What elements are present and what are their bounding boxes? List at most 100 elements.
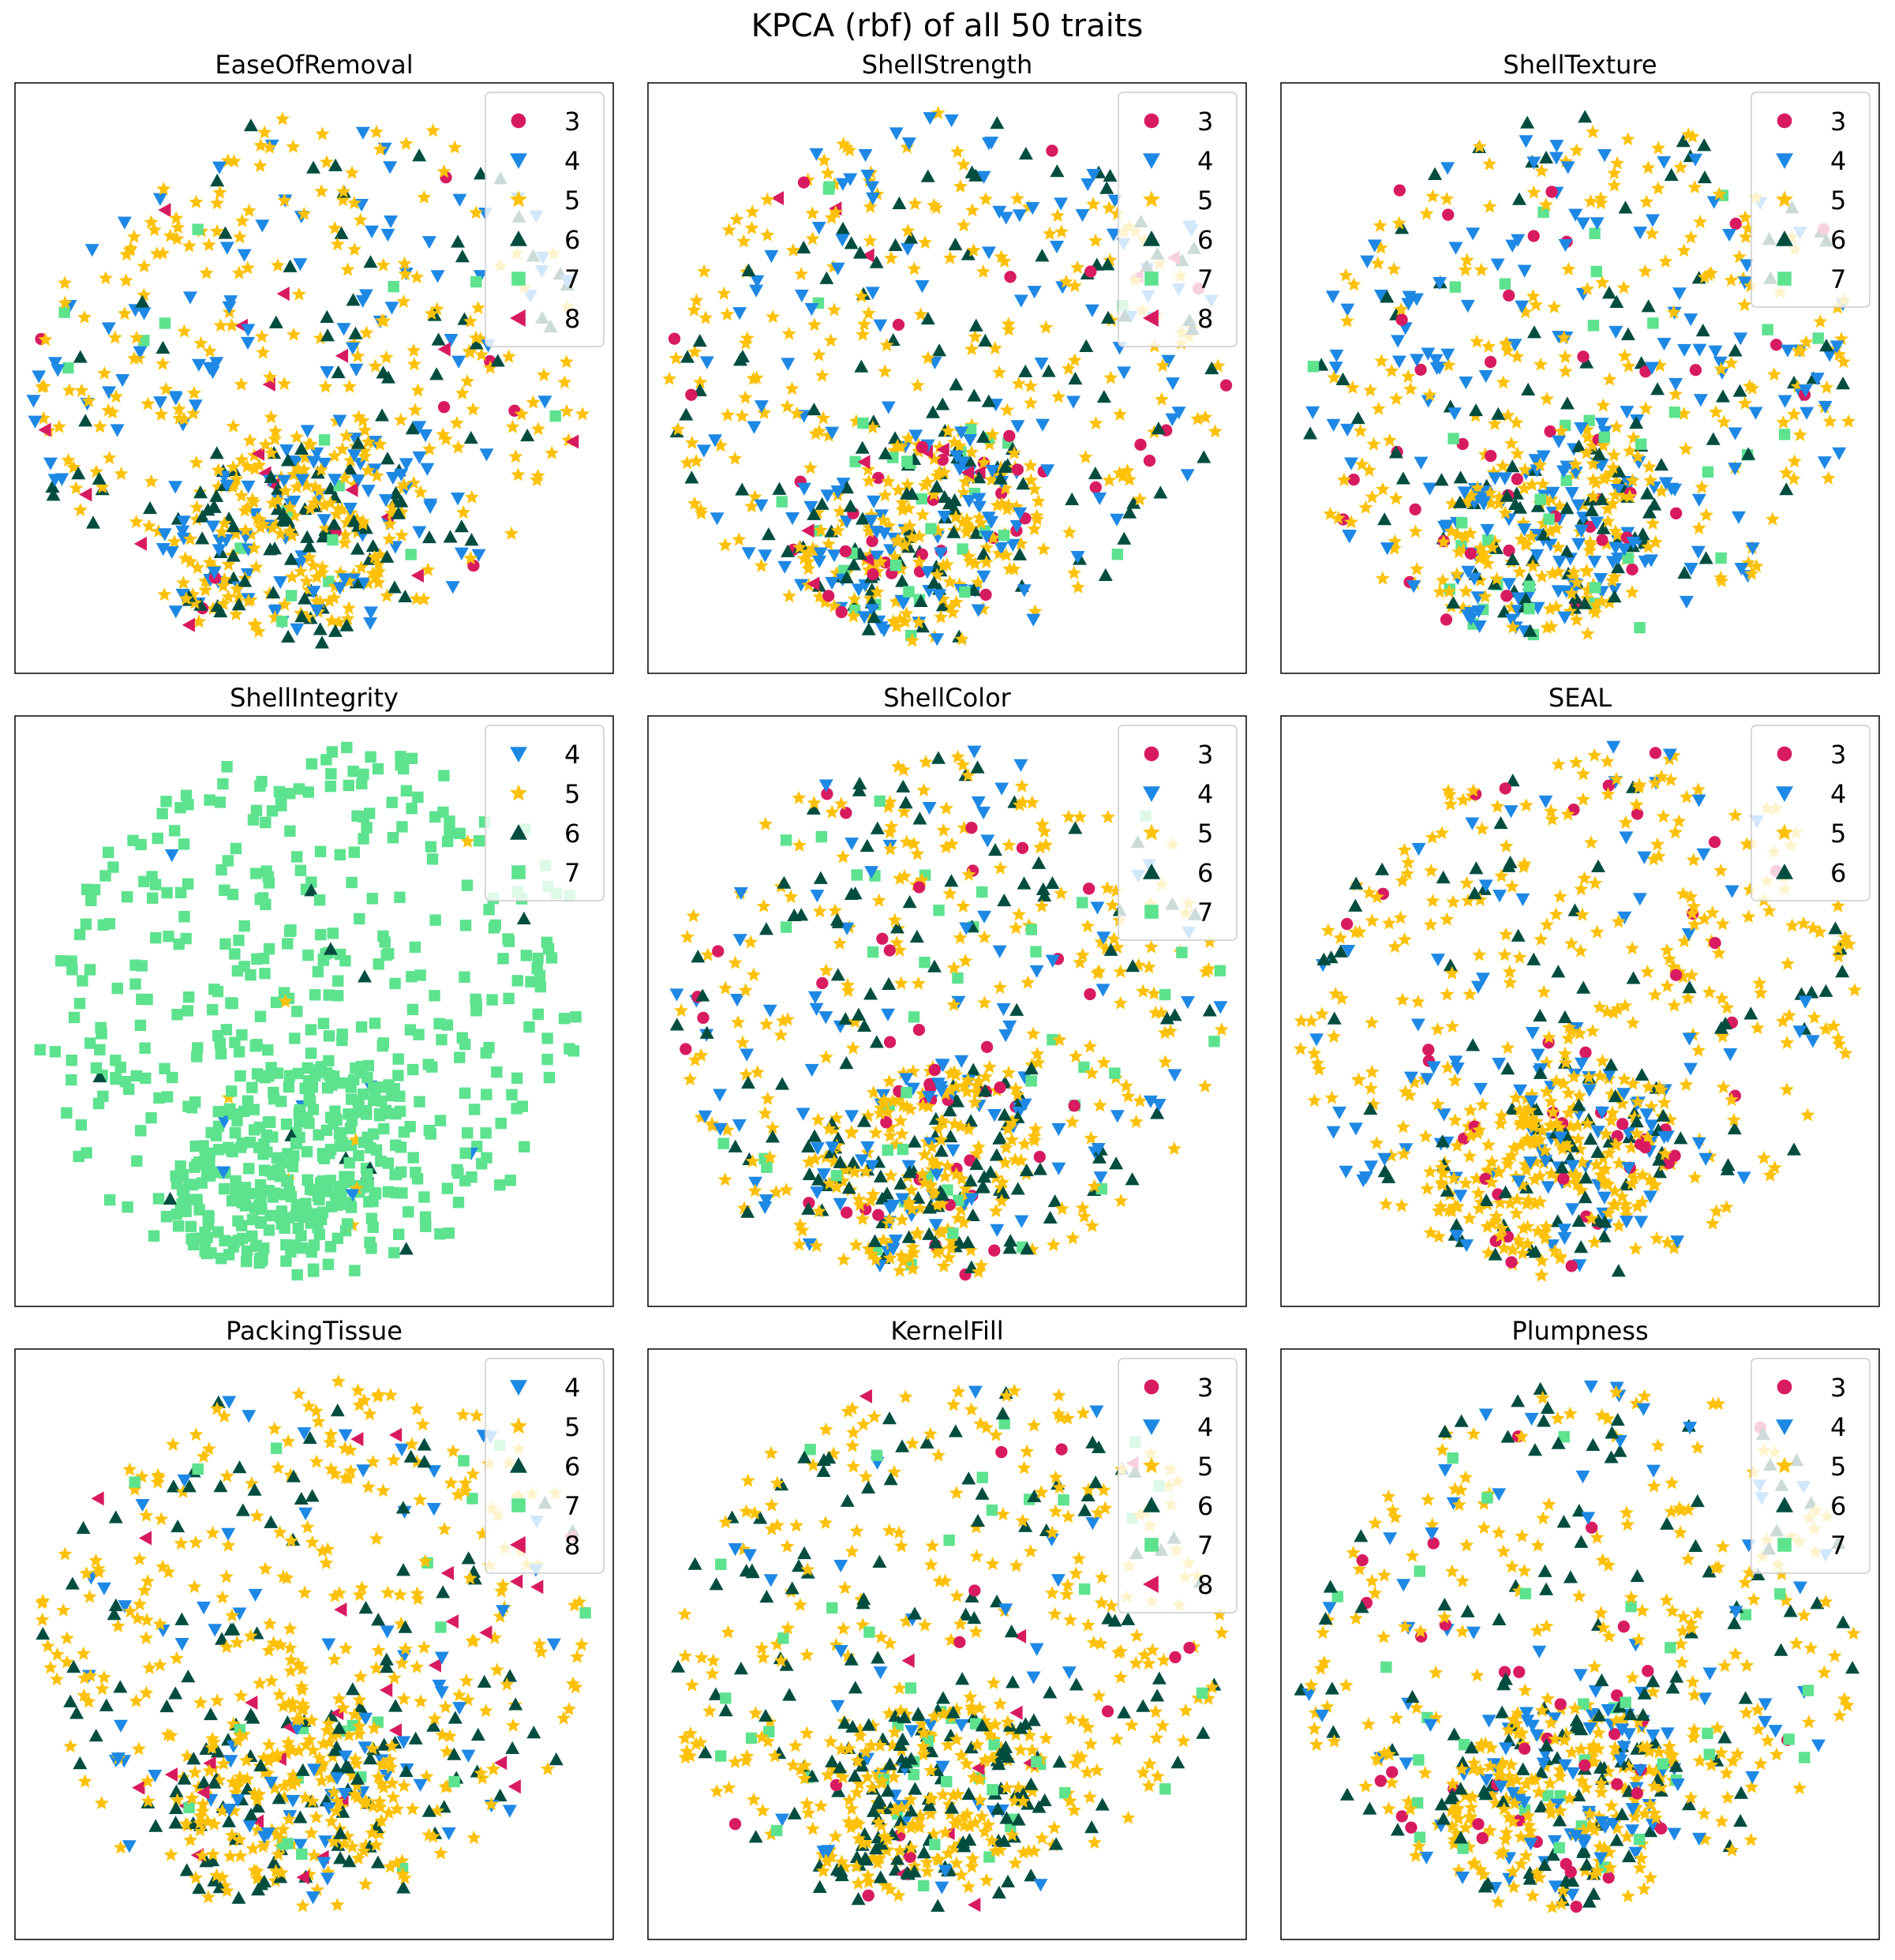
point-class-6 <box>516 911 531 925</box>
point-class-4 <box>987 1109 1002 1122</box>
point-class-3 <box>697 1011 710 1025</box>
point-class-5 <box>418 1553 433 1568</box>
point-class-5 <box>306 1848 321 1862</box>
point-class-5 <box>127 350 142 365</box>
point-class-5 <box>365 566 380 580</box>
point-class-5 <box>1518 1157 1533 1171</box>
point-class-5 <box>1136 984 1151 998</box>
point-class-4 <box>461 1749 476 1763</box>
point-class-6 <box>1629 415 1644 429</box>
point-class-5 <box>178 551 193 565</box>
point-class-7 <box>308 1239 320 1251</box>
point-class-4 <box>1645 362 1660 375</box>
point-class-7 <box>327 928 339 939</box>
point-class-4 <box>1728 463 1743 476</box>
point-class-3 <box>1485 449 1497 463</box>
point-class-6 <box>313 622 328 635</box>
point-class-5 <box>848 1164 863 1179</box>
point-class-5 <box>884 819 899 833</box>
point-class-7 <box>178 838 190 850</box>
point-class-5 <box>720 1122 735 1137</box>
point-class-5 <box>1564 1024 1579 1038</box>
point-class-5 <box>263 369 278 384</box>
point-class-5 <box>1353 423 1368 437</box>
point-class-5 <box>328 1466 343 1480</box>
point-class-7 <box>454 827 466 840</box>
point-class-4 <box>289 455 304 469</box>
point-class-5 <box>1518 305 1533 319</box>
point-class-7 <box>976 886 988 898</box>
point-class-5 <box>1724 355 1739 369</box>
point-class-7 <box>952 972 964 984</box>
point-class-7 <box>481 1152 492 1164</box>
point-class-6 <box>365 538 380 553</box>
point-class-7 <box>84 1037 96 1049</box>
point-class-7 <box>717 1137 729 1149</box>
point-class-4 <box>242 1819 257 1833</box>
point-class-5 <box>1489 572 1504 586</box>
point-class-5 <box>1077 1209 1092 1224</box>
point-class-4 <box>337 1787 352 1801</box>
point-class-5 <box>1084 1130 1099 1145</box>
point-class-6 <box>268 542 283 555</box>
point-class-5 <box>1561 261 1576 275</box>
point-class-5 <box>735 408 750 422</box>
point-class-4 <box>1466 227 1481 241</box>
point-class-7 <box>395 751 406 763</box>
point-class-5 <box>1067 278 1082 292</box>
point-class-7 <box>346 876 358 889</box>
point-class-5 <box>1600 754 1615 768</box>
point-class-6 <box>1609 294 1624 308</box>
point-class-5 <box>242 433 257 447</box>
point-class-6 <box>69 1706 84 1719</box>
point-class-5 <box>277 597 292 611</box>
point-class-4 <box>1449 1230 1464 1243</box>
point-class-7 <box>363 808 376 819</box>
point-class-4 <box>1090 901 1105 915</box>
point-class-4 <box>1560 161 1575 174</box>
point-class-4 <box>1737 276 1752 290</box>
point-class-5 <box>759 1017 774 1031</box>
point-class-5 <box>1102 473 1117 487</box>
point-class-6 <box>379 1660 394 1673</box>
point-class-4 <box>1165 413 1180 426</box>
point-class-6 <box>1453 470 1468 484</box>
point-class-4 <box>237 249 252 262</box>
point-class-4 <box>762 1004 777 1017</box>
point-class-5 <box>463 314 477 328</box>
point-class-5 <box>250 1793 264 1807</box>
point-class-4 <box>1679 595 1694 609</box>
point-class-5 <box>1799 335 1814 349</box>
point-class-7 <box>406 1003 419 1016</box>
point-class-5 <box>1433 1199 1448 1213</box>
point-class-7 <box>273 785 286 798</box>
point-class-3 <box>912 1023 926 1036</box>
point-class-5 <box>105 405 120 419</box>
point-class-7 <box>263 1224 275 1236</box>
point-class-6 <box>1434 473 1449 486</box>
point-class-4 <box>222 1396 237 1409</box>
point-class-4 <box>363 606 378 620</box>
point-class-4 <box>830 262 845 275</box>
point-class-7 <box>230 1175 242 1187</box>
point-class-5 <box>139 1508 154 1522</box>
point-class-7 <box>857 417 869 429</box>
point-class-6 <box>477 1674 492 1688</box>
point-class-6 <box>1197 450 1212 463</box>
point-class-5 <box>1553 1249 1567 1263</box>
point-class-5 <box>904 633 919 647</box>
point-class-5 <box>1080 919 1095 933</box>
point-class-5 <box>131 1741 146 1756</box>
point-class-5 <box>1129 1114 1144 1128</box>
point-class-4 <box>1634 1216 1649 1229</box>
point-class-6 <box>264 1515 279 1528</box>
point-class-4 <box>1029 965 1044 978</box>
point-class-5 <box>897 868 912 883</box>
point-class-7 <box>62 362 74 374</box>
point-class-6 <box>45 479 60 493</box>
point-class-8 <box>857 455 871 470</box>
point-class-5 <box>369 1531 384 1546</box>
point-class-3 <box>1565 1260 1578 1272</box>
point-class-7 <box>272 1067 284 1079</box>
